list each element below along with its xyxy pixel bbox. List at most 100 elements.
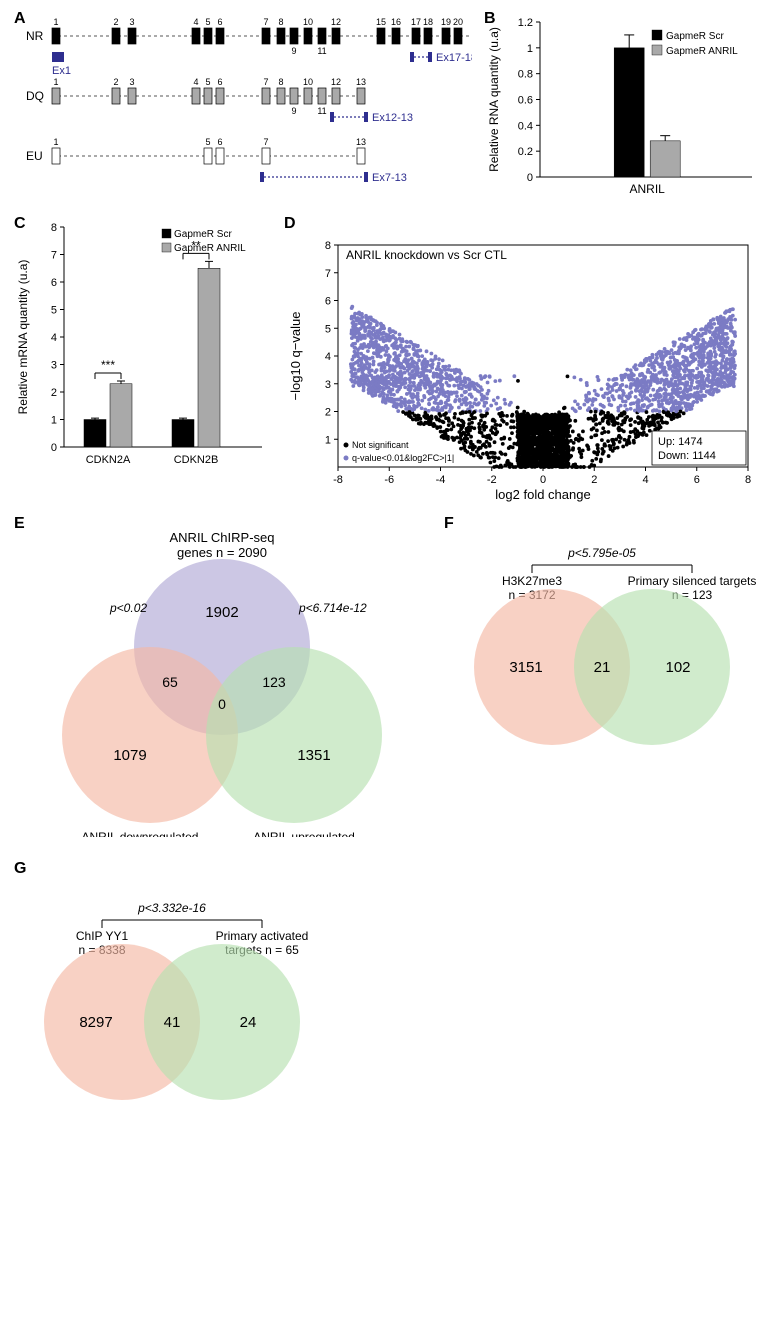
svg-text:5: 5 [205,77,210,87]
svg-text:1: 1 [325,434,331,446]
svg-text:0.6: 0.6 [518,95,533,107]
svg-text:16: 16 [391,17,401,27]
svg-text:ANRIL upregulated: ANRIL upregulated [253,830,355,837]
svg-text:2: 2 [113,77,118,87]
panel-c-label: C [14,215,26,233]
svg-text:9: 9 [291,46,296,56]
svg-text:H3K27me3: H3K27me3 [502,574,562,588]
svg-text:3: 3 [325,379,331,391]
svg-text:q-value<0.01&log2FC>|1|: q-value<0.01&log2FC>|1| [352,453,454,463]
svg-text:17: 17 [411,17,421,27]
panel-d: D -8-6-4-20246812345678log2 fold change−… [282,217,762,507]
svg-text:15: 15 [376,17,386,27]
svg-text:1902: 1902 [205,604,238,621]
svg-text:8: 8 [278,17,283,27]
svg-text:Down: 1144: Down: 1144 [658,450,716,462]
svg-text:CDKN2A: CDKN2A [86,454,131,466]
panel-e-label: E [14,515,25,533]
svg-text:3: 3 [129,17,134,27]
svg-text:5: 5 [325,323,331,335]
panel-c-svg: 012345678Relative mRNA quantity (u.a)***… [12,217,272,477]
svg-text:7: 7 [51,250,57,262]
svg-text:6: 6 [217,137,222,147]
svg-text:19: 19 [441,17,451,27]
svg-text:8: 8 [325,240,331,252]
svg-text:5: 5 [51,305,57,317]
panel-a-svg: NR12345678101291115161718192021Ex1Ex17-1… [12,12,472,207]
svg-text:4: 4 [193,17,198,27]
svg-text:-6: -6 [384,474,394,486]
panel-e: E 190210791351651230ANRIL ChIRP-seqgenes… [12,517,432,837]
svg-text:2: 2 [591,474,597,486]
svg-text:12: 12 [331,77,341,87]
svg-text:1: 1 [51,415,57,427]
svg-text:13: 13 [356,77,366,87]
svg-text:65: 65 [162,674,178,690]
svg-text:Primary activated: Primary activated [216,929,309,943]
svg-text:2: 2 [113,17,118,27]
panel-d-label: D [284,215,296,233]
svg-text:GapmeR ANRIL: GapmeR ANRIL [174,243,246,254]
svg-text:p<5.795e-05: p<5.795e-05 [567,546,636,560]
panel-f-svg: p<5.795e-05H3K27me3n = 3172Primary silen… [442,517,772,777]
svg-text:6: 6 [217,77,222,87]
svg-text:-8: -8 [333,474,343,486]
svg-text:Not significant: Not significant [352,440,409,450]
svg-text:genes n = 2090: genes n = 2090 [177,545,267,560]
svg-text:-2: -2 [487,474,497,486]
svg-text:p<0.02: p<0.02 [109,601,147,615]
svg-text:10: 10 [303,77,313,87]
svg-text:8: 8 [278,77,283,87]
svg-text:21: 21 [594,659,611,676]
svg-text:0.2: 0.2 [518,146,533,158]
panel-g-label: G [14,860,26,878]
svg-text:8297: 8297 [79,1014,112,1031]
svg-text:6: 6 [325,296,331,308]
svg-text:9: 9 [291,106,296,116]
svg-text:Relative mRNA quantity (u.a): Relative mRNA quantity (u.a) [16,260,30,415]
svg-text:GapmeR ANRIL: GapmeR ANRIL [666,46,738,57]
svg-text:0: 0 [540,474,546,486]
svg-text:p<6.714e-12: p<6.714e-12 [298,601,367,615]
figure-root: A NR12345678101291115161718192021Ex1Ex17… [12,12,772,1132]
panel-a-label: A [14,10,26,28]
svg-text:log2 fold change: log2 fold change [495,487,590,502]
svg-text:8: 8 [51,222,57,234]
svg-text:8: 8 [745,474,751,486]
svg-text:1079: 1079 [113,747,146,764]
panel-b-svg: 00.20.40.60.811.2Relative RNA quantity (… [482,12,762,207]
svg-text:GapmeR Scr: GapmeR Scr [666,31,724,42]
svg-text:123: 123 [262,674,286,690]
svg-text:p<3.332e-16: p<3.332e-16 [137,901,206,915]
svg-text:102: 102 [665,659,690,676]
panel-e-svg: 190210791351651230ANRIL ChIRP-seqgenes n… [12,517,432,837]
svg-text:ANRIL downregulated: ANRIL downregulated [82,830,199,837]
svg-text:NR: NR [26,29,44,43]
svg-text:3: 3 [129,77,134,87]
svg-text:2: 2 [325,407,331,419]
panel-a: A NR12345678101291115161718192021Ex1Ex17… [12,12,472,207]
svg-text:-4: -4 [436,474,446,486]
svg-text:5: 5 [205,137,210,147]
svg-text:ChIP YY1: ChIP YY1 [76,929,129,943]
panel-c: C 012345678Relative mRNA quantity (u.a)*… [12,217,272,477]
svg-text:EU: EU [26,149,43,163]
svg-text:ANRIL: ANRIL [630,182,666,196]
svg-text:***: *** [101,358,115,372]
svg-text:Ex12-13: Ex12-13 [372,112,413,124]
svg-text:1.2: 1.2 [518,17,533,29]
svg-text:13: 13 [356,137,366,147]
svg-text:Primary silenced targets: Primary silenced targets [628,574,757,588]
svg-text:7: 7 [263,17,268,27]
svg-text:CDKN2B: CDKN2B [174,454,219,466]
svg-text:0.8: 0.8 [518,69,533,81]
svg-text:6: 6 [694,474,700,486]
svg-text:Ex17-18: Ex17-18 [436,52,472,64]
svg-text:0: 0 [218,696,226,712]
panel-f-label: F [444,515,454,533]
svg-text:2: 2 [51,387,57,399]
svg-text:GapmeR Scr: GapmeR Scr [174,229,232,240]
svg-text:5: 5 [205,17,210,27]
svg-text:18: 18 [423,17,433,27]
panel-b-label: B [484,10,496,28]
